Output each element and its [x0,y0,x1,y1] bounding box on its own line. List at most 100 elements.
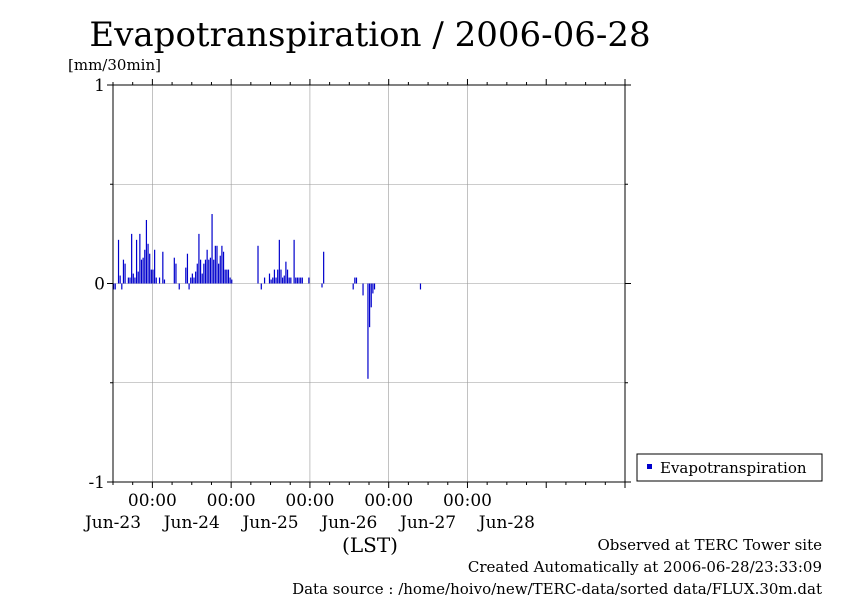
bar [286,269,289,284]
x-time-label: 00:00 [207,491,256,511]
bar [354,277,356,284]
bar [308,277,310,284]
bar [260,283,262,290]
bar [163,279,166,284]
bar [229,277,231,284]
bar [283,275,285,284]
x-date-label: Jun-25 [240,513,298,533]
bar [145,219,148,284]
bar-series [113,214,422,379]
bar [119,275,121,284]
x-time-label: 00:00 [443,491,492,511]
y-axis-label: [mm/30min] [68,56,161,74]
bar [124,263,126,284]
x-date-label: Jun-23 [83,513,141,533]
bar [352,283,354,290]
bar [173,257,175,284]
bar [117,239,120,284]
bar [113,283,115,290]
bar [121,283,123,290]
x-date-label: Jun-26 [319,513,377,533]
bar [196,263,198,284]
bar [214,245,216,284]
bar [191,273,193,284]
bar [114,283,116,290]
bar [355,277,358,284]
x-date-label: Jun-28 [477,513,535,533]
bar [195,271,197,284]
bar [144,249,146,284]
bar [300,277,302,284]
bar [362,283,364,296]
bar [296,277,298,284]
bar [211,214,213,284]
bar [147,243,149,284]
x-time-label: 00:00 [285,491,334,511]
x-axis-label: (LST) [342,533,398,557]
bar [290,277,292,284]
legend-box [636,453,823,482]
bar [222,251,225,284]
bar [216,245,218,284]
bar [137,271,139,284]
bar [288,277,290,284]
bar [270,279,272,284]
bar [372,283,374,294]
bar [158,277,161,284]
bar [150,269,152,284]
bar [273,269,276,284]
bar [139,233,141,284]
x-time-label: 00:00 [364,491,413,511]
bar [188,283,190,290]
footer-source: Data source : /home/hoivo/new/TERC-data/… [292,580,822,595]
bar [190,277,192,284]
legend-label: Evapotranspiration [660,459,807,477]
bar [282,277,284,284]
bar [186,253,189,284]
bar [370,283,372,308]
x-date-label: Jun-27 [398,513,456,533]
bar [203,263,205,284]
bar [204,259,207,284]
bar [226,269,228,284]
bar [218,263,220,284]
footer-observed: Observed at TERC Tower site [597,536,822,554]
bar [323,251,325,284]
bar [257,245,259,284]
bar [149,253,151,284]
bar [268,273,271,284]
bar [155,277,157,284]
bar [199,259,202,284]
bar [140,259,143,284]
bar [131,233,133,284]
bar [127,277,129,284]
bar [142,257,144,284]
bar [419,283,422,290]
bar [154,249,156,284]
bar [301,277,303,284]
bar [175,263,177,284]
bar [293,239,295,284]
x-time-label: 00:00 [128,491,177,511]
bar [152,269,154,284]
bar [298,277,300,284]
y-tick-label: 1 [94,76,105,96]
bar [178,283,180,290]
y-tick-label: 0 [94,275,105,295]
legend-swatch [647,464,652,469]
bar [285,261,287,284]
bar [263,277,266,284]
bar [185,267,187,284]
bar [135,239,138,284]
bar [219,255,221,284]
footer-created: Created Automatically at 2006-06-28/23:3… [468,558,822,576]
bar [224,269,226,284]
bar [209,257,212,284]
bar [129,277,131,284]
bar [213,259,215,284]
bar [373,283,376,290]
bar [280,269,282,284]
bar [208,259,210,284]
